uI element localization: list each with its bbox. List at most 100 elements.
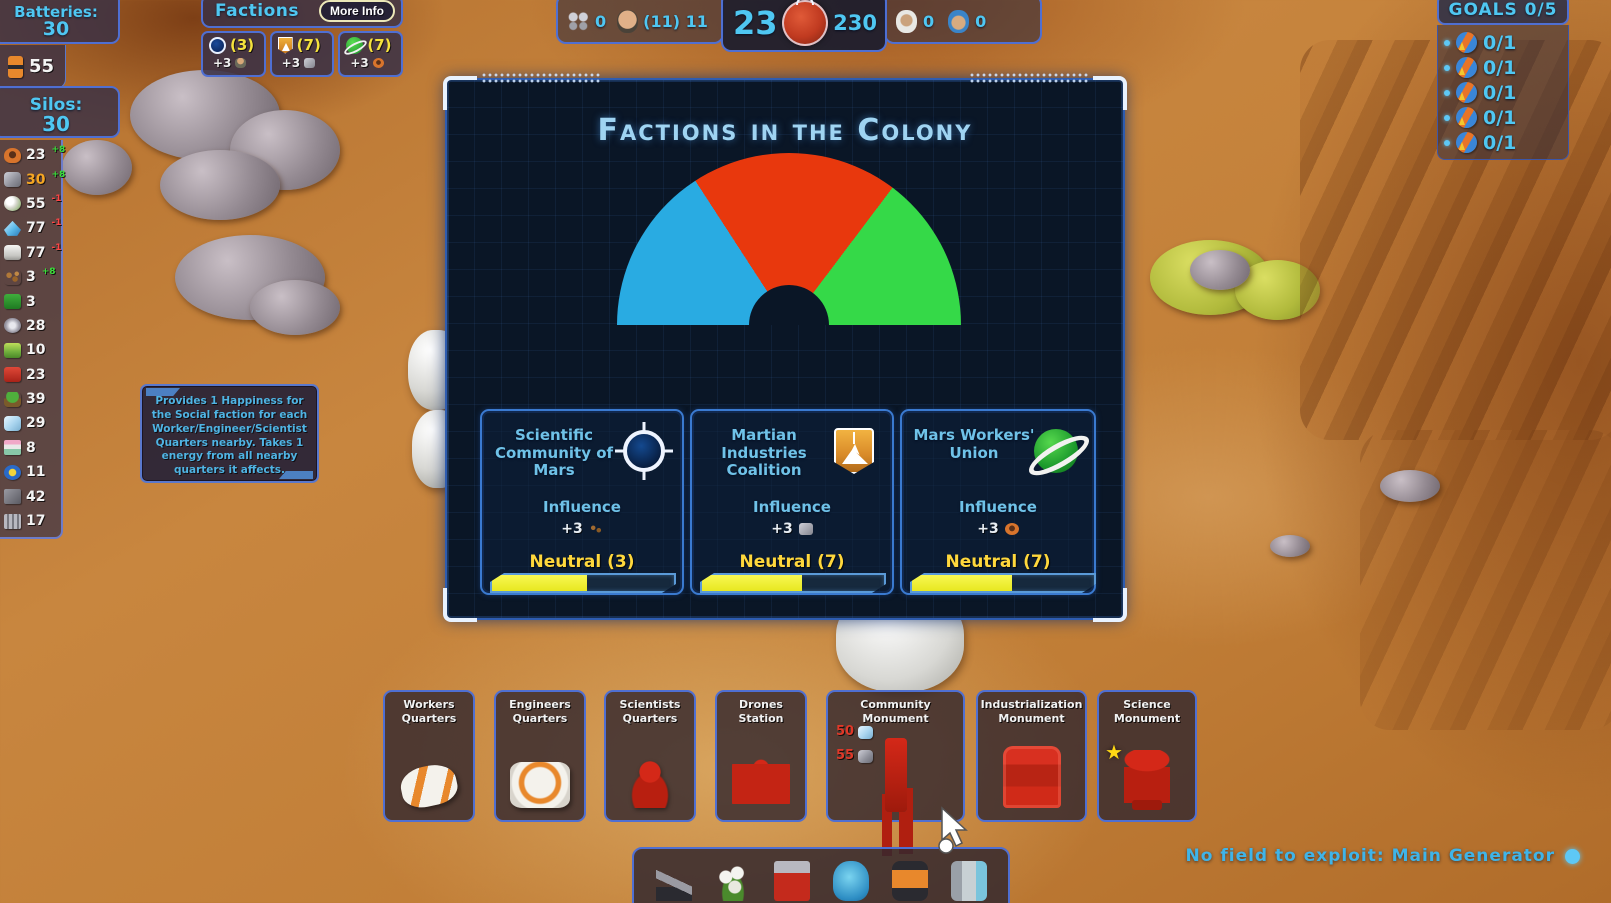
build-label: Workers Quarters bbox=[401, 698, 457, 725]
scientists-count: 0 bbox=[975, 11, 987, 31]
influence-gauge bbox=[617, 153, 961, 325]
rock-cluster bbox=[250, 280, 340, 335]
faction-cell-industries[interactable]: (7) +3 bbox=[269, 31, 335, 77]
martian-industries-icon bbox=[277, 36, 293, 54]
workers-union-icon bbox=[1034, 429, 1078, 473]
science-monument-image bbox=[1124, 750, 1170, 810]
faction-cell-scientific[interactable]: (3) +3 bbox=[201, 31, 266, 77]
modal-corner-bracket bbox=[443, 76, 477, 110]
robot-arm-icon[interactable] bbox=[655, 861, 692, 901]
battery-count: 55 bbox=[29, 56, 55, 77]
silos-header: Silos: 30 bbox=[0, 86, 120, 138]
resource-row: 29 bbox=[4, 411, 61, 435]
standing-label: Neutral (7) bbox=[739, 552, 845, 572]
scientific-community-icon bbox=[209, 36, 226, 54]
canister-icon[interactable] bbox=[950, 861, 987, 901]
crystal-icon bbox=[4, 220, 21, 236]
scientist-face-icon bbox=[948, 9, 970, 33]
factions-modal: Factions in the Colony Scientific Commun… bbox=[443, 72, 1127, 622]
build-industrialization-monument[interactable]: Industrialization Monument bbox=[976, 690, 1087, 822]
goal-planet-icon bbox=[1456, 82, 1477, 103]
goal-progress: 0/1 bbox=[1483, 106, 1517, 129]
faction-bonus: +3 bbox=[281, 56, 301, 70]
resource-row: 11 bbox=[4, 460, 61, 484]
resource-row: 10 bbox=[4, 338, 61, 362]
goal-row: 0/1 bbox=[1444, 30, 1564, 55]
helmet-icon[interactable] bbox=[832, 861, 869, 901]
build-label: Engineers Quarters bbox=[509, 698, 571, 725]
influence-bonus: +3 bbox=[561, 521, 583, 537]
crate-icon[interactable] bbox=[773, 861, 810, 901]
build-drones-station[interactable]: Drones Station bbox=[715, 690, 807, 822]
resource-value: 11 bbox=[26, 464, 46, 481]
cost-value: 55 bbox=[836, 748, 855, 764]
more-info-button[interactable]: More Info bbox=[319, 0, 395, 22]
faction-card-industries[interactable]: Martian Industries Coalition Influence +… bbox=[690, 409, 894, 595]
resource-row: 30 +8 bbox=[4, 167, 65, 191]
resource-row: 77 -1 bbox=[4, 216, 61, 240]
mouse-cursor bbox=[938, 806, 968, 854]
influence-label: Influence bbox=[753, 498, 831, 516]
cost-value: 50 bbox=[836, 724, 855, 739]
batteries-value: 30 bbox=[42, 18, 70, 40]
goal-bullet bbox=[1444, 89, 1450, 96]
resource-value: 23 bbox=[26, 147, 46, 164]
build-workers-quarters[interactable]: Workers Quarters bbox=[383, 690, 475, 822]
rock-cluster bbox=[62, 140, 132, 195]
plant-icon bbox=[4, 391, 21, 407]
seeds-icon bbox=[4, 269, 21, 285]
goal-row: 0/1 bbox=[1444, 80, 1564, 105]
build-scientists-quarters[interactable]: Scientists Quarters bbox=[604, 690, 696, 822]
food-icon bbox=[4, 196, 21, 212]
rock-debris bbox=[1380, 470, 1440, 502]
goals-title: GOALS 0/5 bbox=[1437, 0, 1569, 25]
resource-value: 30 bbox=[26, 171, 46, 188]
modal-corner-bracket bbox=[1093, 76, 1127, 110]
goal-progress: 0/1 bbox=[1483, 81, 1517, 104]
goal-planet-icon bbox=[1456, 107, 1477, 128]
faction-card-workers-union[interactable]: Mars Workers' Union Influence +3 Neutral… bbox=[900, 409, 1096, 595]
build-label: Community Monument bbox=[860, 698, 931, 725]
community-monument-image bbox=[884, 738, 907, 812]
build-community-monument[interactable]: Community Monument 50 55 bbox=[826, 690, 965, 822]
battery-icon[interactable] bbox=[891, 861, 928, 901]
flowers-icon[interactable] bbox=[714, 861, 751, 901]
standing-bar bbox=[700, 573, 886, 593]
scientists-quarters-image bbox=[621, 758, 679, 808]
seeds-icon bbox=[588, 523, 603, 535]
status-bar: No field to exploit: Main Generator bbox=[1150, 846, 1580, 866]
star-icon: ★ bbox=[1105, 740, 1123, 764]
gadget-icon bbox=[4, 464, 21, 480]
build-label: Scientists Quarters bbox=[619, 698, 681, 725]
modal-halftone-decor bbox=[969, 72, 1089, 84]
resource-row: 23 +8 bbox=[4, 143, 65, 167]
standing-bar-fill bbox=[702, 575, 802, 591]
resource-value: 77 bbox=[26, 244, 46, 261]
resource-row: 28 bbox=[4, 314, 61, 338]
faction-cell-workers-union[interactable]: (7) +3 bbox=[338, 31, 404, 77]
resource-delta: +8 bbox=[51, 169, 66, 180]
resource-row: 39 bbox=[4, 387, 61, 411]
rock-debris bbox=[1270, 535, 1310, 557]
resource-value: 28 bbox=[26, 317, 46, 334]
build-engineers-quarters[interactable]: Engineers Quarters bbox=[494, 690, 586, 822]
resource-value: 10 bbox=[26, 342, 46, 359]
resource-value: 23 bbox=[26, 366, 46, 383]
mars-sol-icon[interactable] bbox=[782, 0, 829, 46]
faction-card-scientific[interactable]: Scientific Community of Mars Influence +… bbox=[480, 409, 684, 595]
resource-value: 55 bbox=[26, 195, 46, 212]
goal-progress: 0/1 bbox=[1483, 131, 1517, 154]
goal-progress: 0/1 bbox=[1483, 31, 1517, 54]
build-science-monument[interactable]: Science Monument ★ bbox=[1097, 690, 1197, 822]
resource-value: 3 bbox=[26, 269, 36, 286]
glass-icon bbox=[4, 415, 21, 431]
metal-icon bbox=[858, 749, 874, 763]
metal-icon bbox=[304, 58, 316, 68]
workers-count: (11) 11 bbox=[643, 11, 708, 31]
green-barrel-icon bbox=[4, 294, 21, 310]
copper-icon bbox=[4, 147, 21, 163]
resource-row: 3 +8 bbox=[4, 265, 61, 289]
metal-icon bbox=[4, 172, 21, 188]
resource-hotbar bbox=[632, 847, 1010, 903]
machine-icon bbox=[4, 342, 21, 358]
